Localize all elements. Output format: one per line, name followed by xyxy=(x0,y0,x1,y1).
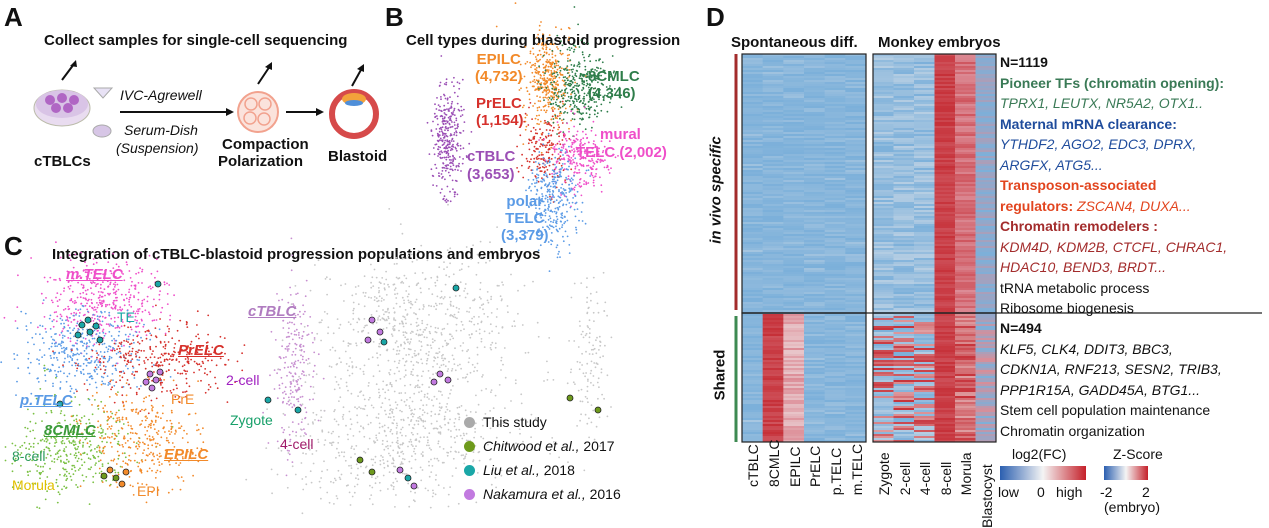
n-top: N=1119 xyxy=(1000,52,1227,73)
go-trna: tRNA metabolic process xyxy=(1000,278,1227,299)
column-label-4-cell: 4-cell xyxy=(917,462,933,495)
column-label-blastocyst: Blastocyst xyxy=(979,464,995,528)
z-legend-min: -2 xyxy=(1100,484,1112,500)
maternal-genes-2: ARGFX, ATG5... xyxy=(1000,155,1227,176)
side-label-invivo: in vivo specific xyxy=(708,136,725,244)
fc-legend-high: high xyxy=(1056,484,1082,500)
z-legend-max: 2 xyxy=(1142,484,1150,500)
maternal-title: Maternal mRNA clearance: xyxy=(1000,114,1227,135)
maternal-genes-1: YTHDF2, AGO2, EDC3, DPRX, xyxy=(1000,134,1227,155)
fc-legend-title: log2(FC) xyxy=(1012,446,1066,462)
fc-legend-mid: 0 xyxy=(1037,484,1045,500)
pioneer-genes: TPRX1, LEUTX, NR5A2, OTX1.. xyxy=(1000,93,1227,114)
shared-genes-2: CDKN1A, RNF213, SESN2, TRIB3, xyxy=(1000,359,1222,380)
pioneer-title: Pioneer TFs (chromatin opening): xyxy=(1000,73,1227,94)
annotation-bottom: N=494 KLF5, CLK4, DDIT3, BBC3, CDKN1A, R… xyxy=(1000,318,1222,441)
column-label-prelc: PrELC xyxy=(807,446,823,487)
annotation-top: N=1119 Pioneer TFs (chromatin opening): … xyxy=(1000,52,1227,319)
fc-legend-low: low xyxy=(998,484,1019,500)
column-label-ptelc: p.TELC xyxy=(828,448,844,495)
column-label-zygote: Zygote xyxy=(876,452,892,495)
column-label-ctblc: cTBLC xyxy=(745,444,761,487)
column-label-morula: Morula xyxy=(958,452,974,495)
remodel-genes-1: KDM4D, KDM2B, CTCFL, CHRAC1, xyxy=(1000,237,1227,258)
column-label-8cmlc: 8CMLC xyxy=(766,440,782,487)
side-label-shared: Shared xyxy=(712,350,729,401)
n-bottom: N=494 xyxy=(1000,318,1222,339)
remodel-genes-2: HDAC10, BEND3, BRDT... xyxy=(1000,257,1227,278)
go-ribosome: Ribosome biogenesis xyxy=(1000,298,1227,319)
z-legend-sub: (embryo) xyxy=(1104,499,1160,515)
transposon-title: Transposon-associated xyxy=(1000,175,1227,196)
remodel-title: Chromatin remodelers : xyxy=(1000,216,1227,237)
column-label-8-cell: 8-cell xyxy=(938,462,954,495)
z-legend-title: Z-Score xyxy=(1113,446,1163,462)
transposon-line: regulators: ZSCAN4, DUXA... xyxy=(1000,196,1227,217)
shared-genes-3: PPP1R15A, GADD45A, BTG1... xyxy=(1000,380,1222,401)
go-chromatin: Chromatin organization xyxy=(1000,421,1222,442)
go-stem: Stem cell population maintenance xyxy=(1000,400,1222,421)
column-label-epilc: EPILC xyxy=(787,447,803,487)
shared-genes-1: KLF5, CLK4, DDIT3, BBC3, xyxy=(1000,339,1222,360)
column-label-2-cell: 2-cell xyxy=(897,462,913,495)
column-label-mtelc: m.TELC xyxy=(849,444,865,495)
